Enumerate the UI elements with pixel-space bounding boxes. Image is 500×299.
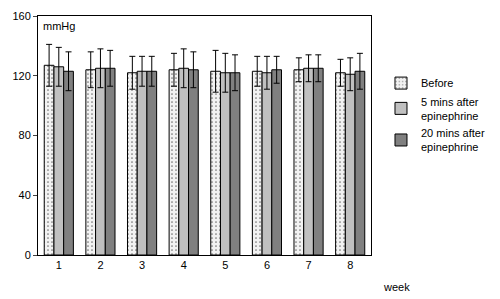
svg-text:3: 3 — [139, 259, 145, 271]
svg-text:7: 7 — [305, 259, 311, 271]
svg-text:week: week — [383, 281, 410, 293]
svg-text:2: 2 — [97, 259, 103, 271]
svg-text:80: 80 — [19, 129, 31, 141]
svg-text:4: 4 — [181, 259, 187, 271]
svg-text:1: 1 — [56, 259, 62, 271]
svg-text:8: 8 — [347, 259, 353, 271]
svg-text:20 mins afterepinephrine: 20 mins afterepinephrine — [421, 127, 485, 153]
svg-text:160: 160 — [12, 10, 30, 22]
svg-text:120: 120 — [12, 70, 30, 82]
svg-text:6: 6 — [264, 259, 270, 271]
svg-text:40: 40 — [19, 189, 31, 201]
svg-text:0: 0 — [25, 249, 31, 261]
svg-text:mmHg: mmHg — [43, 20, 75, 32]
svg-text:5 mins afterepinephrine: 5 mins afterepinephrine — [421, 96, 479, 122]
svg-text:Before: Before — [421, 77, 453, 89]
svg-text:5: 5 — [222, 259, 228, 271]
